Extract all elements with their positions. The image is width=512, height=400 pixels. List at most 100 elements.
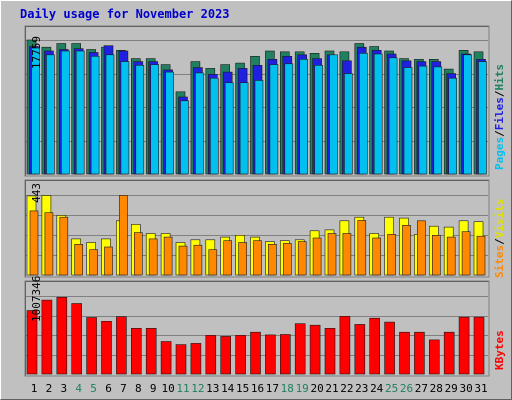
bar-sites bbox=[253, 240, 262, 276]
bar-sites bbox=[268, 244, 277, 276]
day-label: 25 bbox=[384, 382, 399, 395]
day-label: 11 bbox=[176, 382, 190, 395]
bar-sites bbox=[29, 210, 39, 276]
legend-separator: / bbox=[493, 238, 506, 245]
day-label: 9 bbox=[149, 382, 157, 395]
chart-title: Daily usage for November 2023 bbox=[20, 7, 230, 21]
bar-kbytes bbox=[101, 320, 112, 375]
day-label: 12 bbox=[191, 382, 205, 395]
files-legend: Pages/Files/Hits bbox=[493, 64, 506, 170]
day-label: 27 bbox=[414, 382, 429, 395]
bar-kbytes bbox=[294, 323, 306, 375]
bar-pages bbox=[46, 54, 55, 175]
panel-bevel bbox=[25, 180, 489, 277]
bar-pages bbox=[60, 50, 70, 175]
bar-pages bbox=[418, 65, 428, 175]
bar-kbytes bbox=[250, 331, 261, 375]
bar-pages bbox=[388, 57, 398, 175]
bar-pages bbox=[269, 64, 279, 175]
bar-sites bbox=[282, 243, 292, 276]
bar-layer bbox=[26, 39, 487, 375]
day-label: 13 bbox=[206, 382, 220, 395]
bar-pages bbox=[373, 53, 383, 175]
bar-kbytes bbox=[324, 327, 336, 375]
legend-hits: Hits bbox=[493, 64, 506, 91]
bar-kbytes bbox=[339, 315, 351, 375]
bar-kbytes bbox=[265, 334, 276, 375]
day-label: 28 bbox=[429, 382, 443, 395]
bar-sites bbox=[387, 234, 396, 276]
kbytes-ymax-label: 1007346 bbox=[30, 275, 43, 322]
bar-sites bbox=[342, 233, 352, 276]
day-label: 7 bbox=[120, 382, 127, 395]
day-label: 31 bbox=[474, 382, 488, 395]
bar-sites bbox=[372, 237, 382, 276]
bar-pages bbox=[135, 65, 145, 175]
bar-pages bbox=[165, 71, 174, 175]
bar-sites bbox=[476, 235, 486, 276]
day-label: 15 bbox=[235, 382, 250, 395]
bar-sites bbox=[223, 240, 232, 276]
bar-kbytes bbox=[458, 316, 470, 375]
day-label: 2 bbox=[45, 382, 53, 395]
day-label: 3 bbox=[60, 382, 68, 395]
bar-sites bbox=[59, 216, 69, 276]
bar-sites bbox=[193, 244, 203, 276]
day-label: 30 bbox=[459, 382, 473, 395]
day-label: 4 bbox=[75, 382, 82, 395]
bar-sites bbox=[89, 249, 98, 276]
bar-kbytes bbox=[26, 310, 38, 375]
bar-kbytes bbox=[56, 296, 68, 375]
bar-kbytes bbox=[175, 344, 187, 375]
bar-kbytes bbox=[384, 321, 395, 375]
bar-sites bbox=[44, 212, 54, 276]
bar-kbytes bbox=[71, 303, 82, 375]
day-label: 10 bbox=[161, 382, 175, 395]
bar-sites bbox=[327, 233, 337, 276]
day-label: 22 bbox=[340, 382, 354, 395]
legend-sites: Sites bbox=[493, 244, 506, 278]
bar-sites bbox=[178, 245, 188, 276]
bar-kbytes bbox=[428, 339, 440, 375]
bar-kbytes bbox=[414, 331, 425, 375]
day-label: 6 bbox=[105, 382, 112, 395]
bar-pages bbox=[254, 80, 264, 175]
bar-kbytes bbox=[279, 334, 291, 375]
bar-sites bbox=[74, 244, 83, 276]
visits-legend: Sites/Visits bbox=[493, 199, 506, 279]
bar-kbytes bbox=[131, 327, 142, 375]
bar-kbytes bbox=[399, 331, 410, 375]
bar-kbytes bbox=[116, 316, 127, 375]
bar-sites bbox=[163, 236, 173, 276]
day-label: 19 bbox=[295, 382, 309, 395]
bar-kbytes bbox=[220, 336, 231, 375]
bar-pages bbox=[224, 82, 234, 175]
bar-kbytes bbox=[354, 324, 366, 375]
day-label: 1 bbox=[30, 382, 38, 395]
bar-pages bbox=[344, 73, 353, 175]
bar-pages bbox=[314, 65, 323, 175]
bar-sites bbox=[104, 246, 113, 276]
legend-separator: / bbox=[493, 130, 506, 137]
bar-kbytes bbox=[145, 327, 157, 375]
hits-ymax-label: 17759 bbox=[30, 36, 43, 70]
bar-kbytes bbox=[160, 341, 172, 375]
bar-pages bbox=[403, 67, 413, 175]
bar-kbytes bbox=[369, 317, 381, 375]
bar-sites bbox=[148, 238, 158, 276]
bar-sites bbox=[417, 220, 426, 276]
bar-pages bbox=[433, 66, 443, 175]
bar-pages bbox=[358, 52, 368, 175]
kbytes-legend: KBytes bbox=[493, 330, 506, 370]
panel-bevel bbox=[25, 281, 489, 376]
bar-pages bbox=[210, 77, 219, 175]
day-label: 14 bbox=[221, 382, 235, 395]
bar-sites bbox=[461, 231, 471, 276]
legend-pages: Pages bbox=[493, 136, 506, 170]
bar-sites bbox=[208, 249, 218, 276]
legend-files: Files bbox=[493, 97, 506, 131]
bar-pages bbox=[239, 82, 249, 175]
bar-sites bbox=[402, 225, 411, 276]
bar-pages bbox=[180, 100, 189, 175]
